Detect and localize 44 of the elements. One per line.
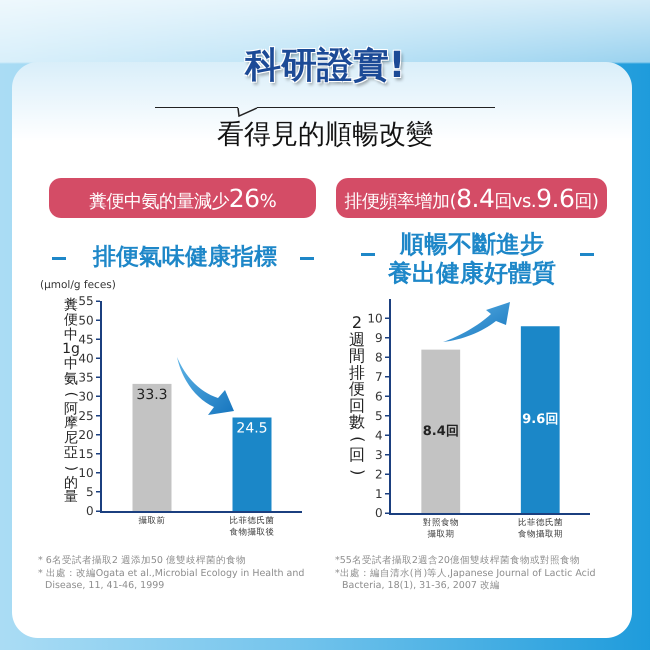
chart-subtitle: 順暢不斷進步養出健康好體質 [387,230,557,288]
chart-subtitle: 排便氣味健康指標 [92,243,278,271]
y-tick-label: 30 [78,390,94,404]
chart-title: 糞便中氨的量減少26% [88,184,276,212]
y-tick-label: 5 [374,408,383,423]
y-tick-label: 8 [374,350,383,365]
y-tick-label: 20 [78,428,94,442]
y-tick-label: 4 [374,428,383,442]
y-tick-label: 55 [78,294,94,308]
y-tick-label: 10 [367,312,383,326]
y-tick-label: 10 [78,466,94,480]
y-tick-label: 9 [374,331,383,346]
data-label: 8.4回 [422,424,459,439]
y-tick-label: 35 [78,370,94,385]
data-label: 33.3 [136,386,168,403]
text: 2週間排便回數(回) [348,313,368,475]
text: *55名受試者攝取2週含20億個雙歧桿菌食物或對照食物 [335,555,581,568]
text: * 6名受試者攝取2 週添加50 億雙歧桿菌的食物 [38,555,247,568]
y-tick-label: 40 [78,351,94,366]
text: 看得見的順暢改變 [216,119,434,151]
text: 科研證實! [243,45,406,87]
x-tick-label: 對照食物攝取期 [422,517,459,540]
x-tick-label: 比菲德氏菌食物攝取後 [230,515,274,538]
y-tick-label: 15 [78,446,94,461]
text: * 出處：改編Ogata et al.,Microbial Ecology in Health and Disease, 11, 41-46, 1999 [38,568,306,592]
y-tick-label: 0 [86,504,94,518]
y-tick-label: 1 [374,486,383,501]
data-label: 24.5 [236,420,268,436]
y-tick-label: 0 [374,506,383,520]
y-tick-label: 7 [374,370,383,384]
y-tick-label: 2 [374,467,383,482]
x-tick-label: 攝取前 [138,515,166,526]
text: 糞便中1g中氨(阿摩尼亞)的量 [62,297,80,506]
y-tick-label: 25 [78,408,94,423]
x-tick-label: 比菲德氏菌食物攝取期 [518,517,563,540]
text: (μmol/g feces) [40,279,116,291]
y-tick-label: 3 [374,448,383,462]
text: *出處：編自清水(肖)等人,Japanese Journal of Lactic Acid Bacteria, 18(1), 31-36, 2007 改編 [335,568,597,592]
y-tick-label: 6 [374,389,383,404]
y-tick-label: 50 [78,313,94,328]
data-label: 9.6回 [522,412,558,428]
y-tick-label: 45 [78,332,94,346]
chart-title: 排便頻率增加(8.4回vs.9.6回) [344,184,598,212]
y-tick-label: 5 [86,485,94,500]
